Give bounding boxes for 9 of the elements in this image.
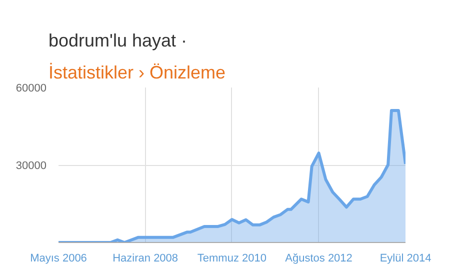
x-tick-label: Haziran 2008 <box>112 252 178 264</box>
chart-title: bodrum'lu hayat · <box>48 30 188 50</box>
x-tick-label: Mayıs 2006 <box>30 252 87 264</box>
x-tick-label: Ağustos 2012 <box>285 252 352 264</box>
x-tick-label: Temmuz 2010 <box>197 252 266 264</box>
y-tick-label: 30000 <box>16 160 47 172</box>
x-tick-label: Eylül 2014 <box>380 252 432 264</box>
chart-subtitle: İstatistikler › Önizleme <box>48 62 226 82</box>
y-tick-label: 60000 <box>16 82 47 94</box>
